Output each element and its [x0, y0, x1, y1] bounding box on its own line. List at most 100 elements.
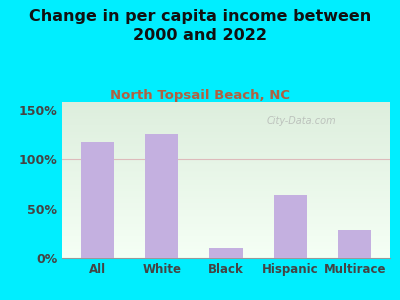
Bar [62, 161, 390, 163]
Bar [62, 252, 390, 253]
Bar [62, 182, 390, 183]
Bar [62, 132, 390, 133]
Bar [62, 150, 390, 152]
Bar [62, 255, 390, 256]
Bar [62, 116, 390, 118]
Bar [62, 220, 390, 222]
Bar [62, 163, 390, 164]
Bar [62, 206, 390, 208]
Bar [62, 127, 390, 128]
Bar [62, 166, 390, 167]
Bar [62, 189, 390, 191]
Bar [62, 154, 390, 155]
Bar [62, 247, 390, 249]
Bar [62, 208, 390, 210]
Bar [62, 111, 390, 113]
Bar [62, 183, 390, 185]
Bar [62, 105, 390, 107]
Bar [62, 214, 390, 216]
Bar [62, 222, 390, 224]
Bar [62, 110, 390, 111]
Bar [62, 135, 390, 136]
Bar [62, 118, 390, 119]
Bar [62, 245, 390, 247]
Bar [62, 249, 390, 250]
Bar [209, 248, 243, 258]
Bar [62, 113, 390, 115]
Bar [62, 141, 390, 142]
Bar [62, 238, 390, 239]
Bar [62, 224, 390, 225]
Bar [62, 228, 390, 230]
Bar [62, 147, 390, 149]
Bar [62, 136, 390, 138]
Bar [62, 213, 390, 214]
Bar [62, 107, 390, 108]
Bar [62, 128, 390, 130]
Bar [62, 125, 390, 127]
Bar [62, 144, 390, 146]
Bar [62, 160, 390, 161]
Bar [62, 171, 390, 172]
Bar [62, 149, 390, 150]
Bar [62, 167, 390, 169]
Bar [62, 140, 390, 141]
Bar [62, 218, 390, 219]
Bar [62, 230, 390, 232]
Bar [62, 115, 390, 116]
Bar [338, 230, 371, 258]
Bar [62, 188, 390, 189]
Bar [274, 195, 307, 258]
Bar [62, 239, 390, 241]
Bar [62, 235, 390, 236]
Text: Change in per capita income between
2000 and 2022: Change in per capita income between 2000… [29, 9, 371, 43]
Bar [62, 202, 390, 203]
Bar [62, 242, 390, 244]
Bar [62, 180, 390, 182]
Bar [62, 232, 390, 233]
Bar [62, 102, 390, 104]
Text: City-Data.com: City-Data.com [267, 116, 336, 126]
Bar [62, 158, 390, 160]
Bar [62, 146, 390, 147]
Text: North Topsail Beach, NC: North Topsail Beach, NC [110, 88, 290, 101]
Bar [62, 152, 390, 154]
Bar [62, 155, 390, 157]
Bar [62, 199, 390, 200]
Bar [62, 157, 390, 158]
Bar [62, 191, 390, 193]
Bar [62, 164, 390, 166]
Bar [62, 121, 390, 122]
Bar [62, 133, 390, 135]
Bar [62, 205, 390, 206]
Bar [145, 134, 178, 258]
Bar [62, 186, 390, 188]
Bar [62, 178, 390, 180]
Bar [62, 174, 390, 175]
Bar [62, 142, 390, 144]
Bar [81, 142, 114, 258]
Bar [62, 241, 390, 242]
Bar [62, 244, 390, 245]
Bar [62, 227, 390, 228]
Bar [62, 175, 390, 177]
Bar [62, 250, 390, 252]
Bar [62, 196, 390, 197]
Bar [62, 172, 390, 174]
Bar [62, 216, 390, 218]
Bar [62, 197, 390, 199]
Bar [62, 194, 390, 196]
Bar [62, 177, 390, 178]
Bar [62, 119, 390, 121]
Bar [62, 138, 390, 140]
Bar [62, 219, 390, 220]
Bar [62, 203, 390, 205]
Bar [62, 225, 390, 227]
Bar [62, 185, 390, 186]
Bar [62, 130, 390, 132]
Bar [62, 236, 390, 238]
Bar [62, 193, 390, 194]
Bar [62, 124, 390, 125]
Bar [62, 200, 390, 202]
Bar [62, 108, 390, 110]
